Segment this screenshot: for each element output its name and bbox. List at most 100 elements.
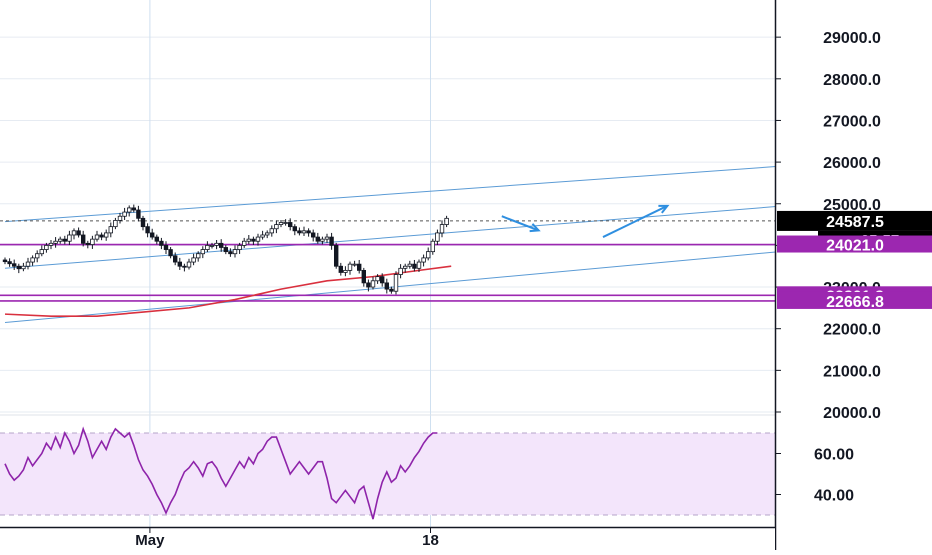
candle: [67, 230, 72, 245]
candle: [310, 229, 316, 242]
candle: [352, 260, 357, 267]
candle-body: [361, 269, 366, 284]
price-tick-label: 28000.0: [823, 72, 881, 89]
candle-body: [205, 244, 210, 250]
candle: [370, 276, 376, 290]
candle-body: [297, 230, 302, 234]
level-label-bg: [777, 235, 932, 253]
candle: [347, 261, 353, 275]
candle-body: [343, 269, 348, 273]
candle-body: [200, 249, 205, 255]
price-axis[interactable]: 20000.021000.022000.023000.024000.025000…: [774, 0, 932, 550]
candle: [264, 230, 270, 239]
level-label: 24021.0: [826, 238, 884, 255]
candle: [315, 232, 320, 244]
channel-line: [4, 194, 926, 269]
projection-arrow-head: [658, 204, 670, 214]
candle-body: [421, 257, 426, 263]
candle: [209, 242, 215, 249]
overlay-lines: [0, 155, 926, 323]
candle: [398, 264, 403, 279]
candle: [260, 230, 265, 240]
candle-body: [278, 222, 284, 225]
candle-body: [58, 238, 63, 242]
candle: [393, 271, 399, 295]
candle-body: [76, 230, 81, 236]
candle-body: [195, 253, 201, 259]
candle: [278, 219, 284, 228]
candle-body: [366, 282, 371, 288]
candle: [58, 236, 63, 244]
candle-body: [274, 224, 279, 230]
candle: [94, 230, 100, 242]
candle: [39, 245, 44, 257]
candle-body: [154, 236, 159, 242]
candle-body: [172, 255, 178, 263]
candle-body: [375, 276, 380, 282]
projection-arrow-shaft: [602, 204, 668, 238]
candle: [177, 257, 182, 270]
candle-body: [53, 240, 58, 244]
candle: [274, 220, 279, 234]
rsi-tick-label: 40.00: [814, 488, 854, 505]
price-tick-label: 25000.0: [823, 197, 881, 214]
candle: [223, 244, 228, 255]
candle: [361, 267, 366, 287]
candle-body: [416, 261, 422, 269]
projection-arrow: [501, 215, 541, 233]
candle: [71, 228, 77, 240]
candle-body: [425, 251, 431, 259]
candle-body: [168, 249, 173, 257]
candle: [283, 219, 288, 226]
candle: [389, 286, 394, 294]
candle-body: [191, 257, 196, 263]
candle: [301, 226, 307, 237]
projection-arrow: [602, 204, 670, 238]
channel-line: [4, 155, 926, 223]
candle-body: [264, 232, 270, 236]
candle: [439, 220, 445, 238]
candle-body: [315, 236, 320, 242]
candle-body: [223, 247, 228, 253]
candle-body: [149, 232, 155, 238]
candle-body: [269, 228, 274, 234]
moving-average-line: [4, 265, 452, 318]
level-label: 22666.8: [826, 294, 884, 311]
candle-body: [435, 232, 440, 242]
candle-body: [329, 236, 334, 246]
candle-body: [352, 263, 357, 266]
candle-body: [186, 261, 192, 268]
candle-body: [2, 259, 8, 263]
candle: [200, 246, 205, 259]
candle-body: [301, 230, 307, 234]
grid-layer: [0, 0, 775, 527]
candle: [16, 263, 21, 274]
projection-arrow-shaft: [501, 215, 539, 232]
candle: [136, 205, 141, 222]
price-tick-label: 29000.0: [823, 30, 881, 47]
candle: [62, 235, 67, 245]
candle: [205, 241, 210, 253]
candle-body: [251, 238, 256, 242]
candle: [218, 239, 224, 252]
candle-body: [402, 265, 408, 269]
candle: [297, 227, 302, 236]
candle-body: [444, 217, 449, 225]
candle: [292, 224, 297, 236]
candle-body: [214, 242, 219, 246]
candle-body: [131, 207, 136, 211]
candle: [149, 228, 155, 240]
candle-body: [85, 242, 90, 245]
time-axis[interactable]: May 18: [0, 526, 775, 550]
candle: [25, 257, 31, 270]
candle: [421, 254, 426, 267]
candle-body: [21, 265, 26, 270]
candle-body: [177, 261, 182, 267]
candle-body: [67, 234, 72, 242]
candle: [375, 274, 380, 284]
candle: [48, 239, 54, 250]
candle-body: [30, 257, 35, 263]
candle-body: [44, 244, 49, 250]
